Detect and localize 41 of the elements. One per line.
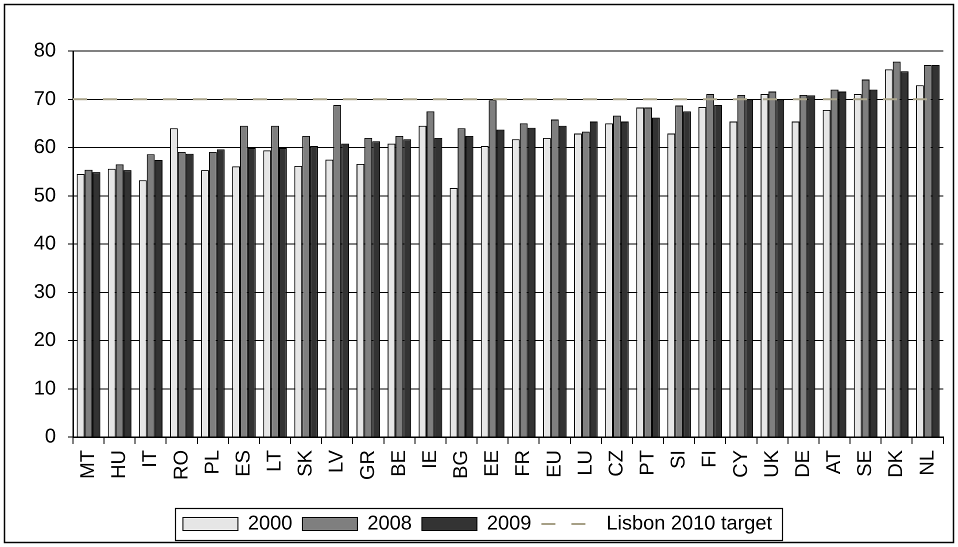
x-tick-label: BG [450, 450, 472, 479]
x-tick-label: MT [77, 450, 100, 479]
x-tick-label: IE [418, 450, 441, 469]
x-tick-label: SE [854, 450, 876, 477]
x-tick-label: DE [792, 450, 814, 478]
y-tick-label: 50 [34, 184, 56, 206]
x-tick-label: DK [885, 449, 908, 478]
x-tick-label: EE [481, 450, 504, 477]
x-tick-label: LV [326, 449, 348, 473]
x-tick-label: FI [698, 450, 721, 468]
x-tick-label: IT [139, 450, 162, 468]
x-tick-label: ES [232, 450, 254, 477]
x-tick-label: CY [730, 450, 752, 478]
x-tick-label: AT [823, 450, 846, 474]
x-tick-label: HU [108, 450, 130, 479]
x-tick-label: UK [760, 449, 783, 478]
x-tick-label: GR [356, 450, 379, 480]
x-tick-label: NL [916, 450, 938, 476]
x-tick-label: LU [574, 450, 596, 476]
x-tick-label: SI [668, 450, 690, 469]
x-tick-label: SK [294, 449, 317, 477]
y-tick-label: 80 [34, 40, 56, 62]
legend-label: 2000 [248, 512, 292, 535]
y-tick-label: 40 [34, 232, 56, 255]
x-tick-label: FR [512, 450, 534, 477]
y-tick-label: 10 [34, 377, 56, 400]
x-tick-label: BE [388, 450, 410, 477]
y-tick-label: 60 [34, 136, 56, 158]
legend-label: 2009 [486, 512, 532, 535]
x-tick-label: LT [264, 450, 286, 472]
y-tick-label: 20 [34, 329, 56, 352]
y-tick-label: 70 [34, 88, 56, 110]
x-tick-label: EU [543, 450, 566, 478]
x-tick-label: CZ [605, 450, 628, 477]
x-tick-label: RO [170, 450, 192, 480]
legend-label: Lisbon 2010 target [606, 512, 773, 535]
x-tick-label: PL [201, 450, 224, 474]
y-tick-label: 30 [34, 280, 56, 303]
y-tick-label: 0 [44, 426, 56, 448]
x-tick-label: PT [636, 450, 659, 476]
legend-label: 2008 [367, 512, 412, 535]
